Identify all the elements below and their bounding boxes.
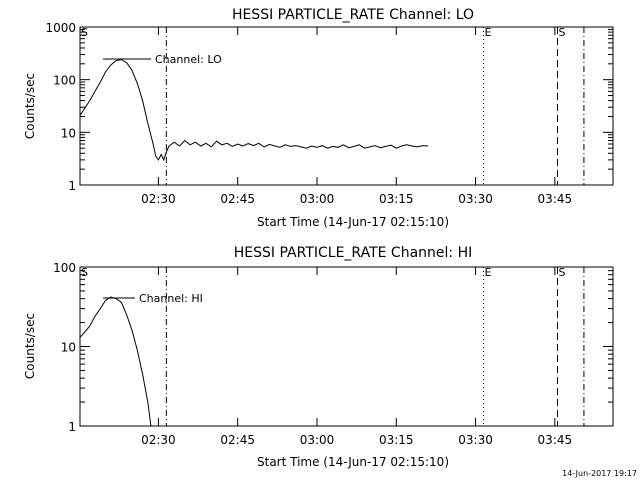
x-tick-label-lo: 03:15	[379, 192, 414, 206]
chart-panel-lo: HESSI PARTICLE_RATE Channel: LO Start Ti…	[23, 7, 614, 229]
x-tick-label-hi: 03:00	[300, 433, 335, 447]
y-tick-label-hi: 100	[53, 261, 76, 275]
plot-frame-lo	[79, 26, 614, 186]
plot-frame-hi	[79, 266, 614, 427]
x-tick-label-lo: 03:00	[300, 192, 335, 206]
event-label-hi: S	[558, 266, 565, 279]
x-tick-label-lo: 03:30	[458, 192, 493, 206]
y-tick-label-lo: 10	[61, 126, 76, 140]
chart-title-lo: HESSI PARTICLE_RATE Channel: LO	[232, 7, 474, 23]
x-tick-label-lo: 03:45	[538, 192, 573, 206]
event-label-hi: S	[81, 266, 88, 279]
legend-label-lo: Channel: LO	[155, 53, 222, 66]
x-tick-label-hi: 03:30	[458, 433, 493, 447]
legend-label-hi: Channel: HI	[139, 292, 203, 305]
chart-panel-hi: HESSI PARTICLE_RATE Channel: HI Start Ti…	[23, 245, 614, 469]
y-tick-label-lo: 1000	[45, 21, 76, 35]
chart-marks-lo: 02:30 02:45 03:00 03:15 03:30 03:45 1 10 100 1000…	[45, 21, 613, 206]
x-tick-label-hi: 02:30	[141, 433, 176, 447]
x-axis-label-lo: Start Time (14-Jun-17 02:15:10)	[257, 215, 449, 229]
y-tick-label-hi: 1	[68, 420, 76, 434]
event-label-lo: E	[484, 26, 491, 39]
y-axis-label-lo: Counts/sec	[23, 73, 37, 139]
y-axis-label-hi: Counts/sec	[23, 313, 37, 379]
chart-title-hi: HESSI PARTICLE_RATE Channel: HI	[234, 245, 472, 261]
x-tick-label-lo: 02:30	[141, 192, 176, 206]
y-tick-label-lo: 100	[53, 74, 76, 88]
x-tick-label-hi: 03:45	[538, 433, 573, 447]
x-tick-label-lo: 02:45	[220, 192, 255, 206]
y-tick-label-lo: 1	[68, 179, 76, 193]
y-tick-label-hi: 10	[61, 341, 76, 355]
event-label-hi: E	[484, 266, 491, 279]
x-tick-label-hi: 02:45	[220, 433, 255, 447]
series-line-lo	[80, 59, 429, 162]
chart-marks-hi: 02:30 02:45 03:00 03:15 03:30 03:45 1 10 100 S E S	[53, 261, 613, 447]
plot-timestamp: 14-Jun-2017 19:17	[562, 469, 637, 478]
x-axis-label-hi: Start Time (14-Jun-17 02:15:10)	[257, 455, 449, 469]
x-tick-label-hi: 03:15	[379, 433, 414, 447]
event-label-lo: S	[558, 26, 565, 39]
series-line-hi	[80, 296, 152, 426]
event-label-lo: S	[81, 26, 88, 39]
